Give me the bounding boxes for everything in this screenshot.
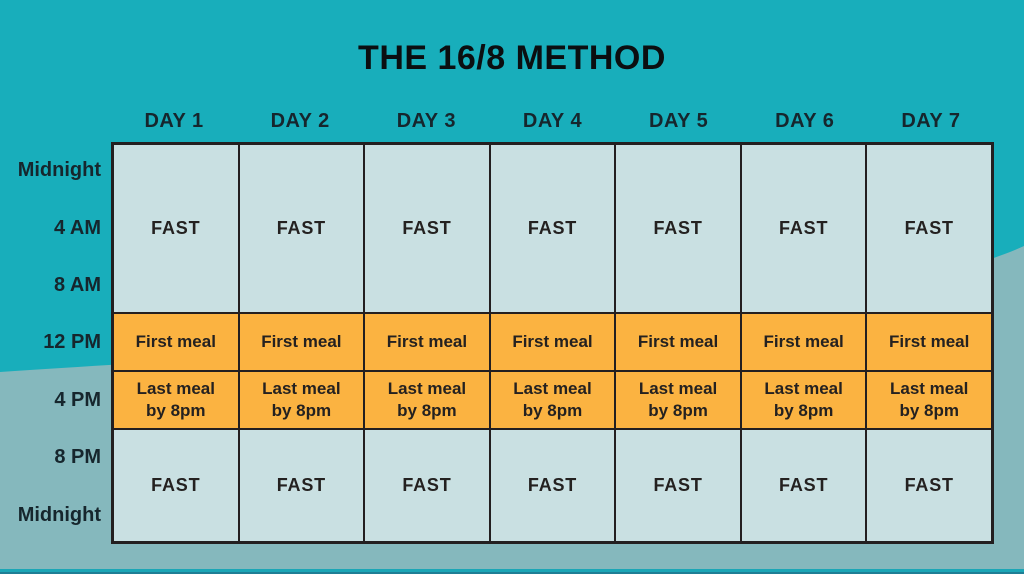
- cell-fast-evening: FAST: [741, 429, 866, 541]
- last-meal-line1: Last meal: [262, 379, 341, 399]
- last-meal-line2: by 8pm: [899, 400, 959, 420]
- cell-fast-evening: FAST: [490, 429, 615, 541]
- cell-last-meal: Last meal by 8pm: [114, 371, 238, 428]
- day-header-5: DAY 5: [649, 109, 709, 132]
- cell-fast-evening: FAST: [867, 429, 991, 541]
- day-header-1: DAY 1: [144, 109, 204, 132]
- day-column-7: FAST First meal Last meal by 8pm FAST: [867, 145, 991, 541]
- day-column-1: FAST First meal Last meal by 8pm FAST: [114, 145, 238, 541]
- cell-last-meal: Last meal by 8pm: [490, 371, 615, 428]
- day-column-5: FAST First meal Last meal by 8pm FAST: [616, 145, 740, 541]
- day-header-2: DAY 2: [270, 109, 330, 132]
- cell-fast-evening: FAST: [616, 429, 740, 541]
- cell-fast-morning: FAST: [490, 145, 615, 313]
- cell-fast-morning: FAST: [114, 145, 238, 313]
- last-meal-line2: by 8pm: [146, 400, 206, 420]
- cell-first-meal: First meal: [365, 314, 489, 370]
- time-label-12pm: 12 PM: [43, 331, 101, 354]
- cell-fast-evening: FAST: [365, 429, 489, 541]
- day-column-2: FAST First meal Last meal by 8pm FAST: [239, 145, 364, 541]
- time-label-4am: 4 AM: [53, 216, 101, 239]
- day-column-4: FAST First meal Last meal by 8pm FAST: [490, 145, 615, 541]
- cell-first-meal: First meal: [741, 314, 866, 370]
- day-column-6: FAST First meal Last meal by 8pm FAST: [741, 145, 866, 541]
- schedule-grid: FAST First meal Last meal by 8pm FAST FA…: [111, 142, 994, 544]
- time-label-8pm: 8 PM: [54, 446, 101, 469]
- cell-last-meal: Last meal by 8pm: [867, 371, 991, 428]
- last-meal-line2: by 8pm: [648, 400, 708, 420]
- cell-first-meal: First meal: [616, 314, 740, 370]
- last-meal-line1: Last meal: [387, 379, 467, 399]
- last-meal-line1: Last meal: [889, 379, 969, 399]
- last-meal-line2: by 8pm: [397, 400, 457, 420]
- time-label-midnight-bottom: Midnight: [17, 503, 101, 526]
- cell-fast-evening: FAST: [114, 429, 238, 541]
- cell-fast-morning: FAST: [239, 145, 364, 313]
- cell-first-meal: First meal: [239, 314, 364, 370]
- cell-fast-morning: FAST: [616, 145, 740, 313]
- cell-first-meal: First meal: [867, 314, 991, 370]
- page-title: THE 16/8 METHOD: [358, 39, 666, 77]
- bottom-accent-stripe: [0, 569, 1024, 572]
- cell-last-meal: Last meal by 8pm: [239, 371, 364, 428]
- cell-fast-morning: FAST: [741, 145, 866, 313]
- bottom-edge-stripe: [0, 572, 1024, 574]
- time-label-midnight-top: Midnight: [17, 159, 101, 182]
- cell-first-meal: First meal: [490, 314, 615, 370]
- time-label-4pm: 4 PM: [54, 388, 101, 411]
- time-label-8am: 8 AM: [53, 274, 101, 297]
- last-meal-line2: by 8pm: [522, 400, 583, 420]
- day-header-6: DAY 6: [775, 109, 835, 132]
- cell-first-meal: First meal: [114, 314, 238, 370]
- last-meal-line1: Last meal: [513, 379, 592, 399]
- last-meal-line1: Last meal: [764, 379, 843, 399]
- cell-last-meal: Last meal by 8pm: [616, 371, 740, 428]
- day-header-3: DAY 3: [396, 109, 456, 132]
- day-header-4: DAY 4: [522, 109, 583, 132]
- last-meal-line2: by 8pm: [773, 400, 834, 420]
- day-header-7: DAY 7: [901, 109, 961, 132]
- last-meal-line1: Last meal: [136, 379, 215, 399]
- cell-fast-morning: FAST: [867, 145, 991, 313]
- day-header-row: DAY 1 DAY 2 DAY 3 DAY 4 DAY 5 DAY 6 DAY …: [111, 100, 994, 142]
- cell-fast-morning: FAST: [365, 145, 489, 313]
- cell-last-meal: Last meal by 8pm: [741, 371, 866, 428]
- time-axis: Midnight 4 AM 8 AM 12 PM 4 PM 8 PM Midni…: [0, 142, 101, 544]
- last-meal-line1: Last meal: [638, 379, 718, 399]
- day-column-3: FAST First meal Last meal by 8pm FAST: [365, 145, 489, 541]
- last-meal-line2: by 8pm: [271, 400, 332, 420]
- cell-last-meal: Last meal by 8pm: [365, 371, 489, 428]
- cell-fast-evening: FAST: [239, 429, 364, 541]
